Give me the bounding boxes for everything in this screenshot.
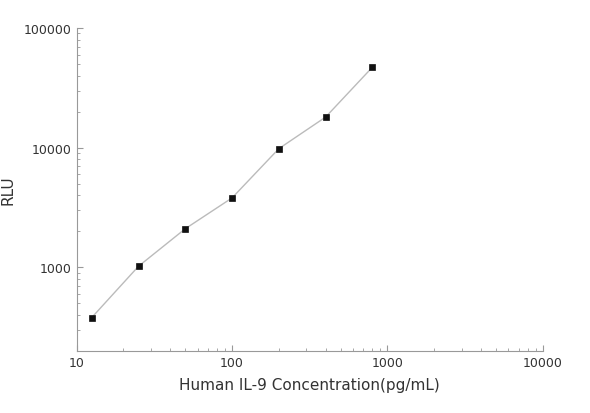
X-axis label: Human IL-9 Concentration(pg/mL): Human IL-9 Concentration(pg/mL): [179, 377, 440, 392]
Y-axis label: RLU: RLU: [1, 175, 15, 205]
